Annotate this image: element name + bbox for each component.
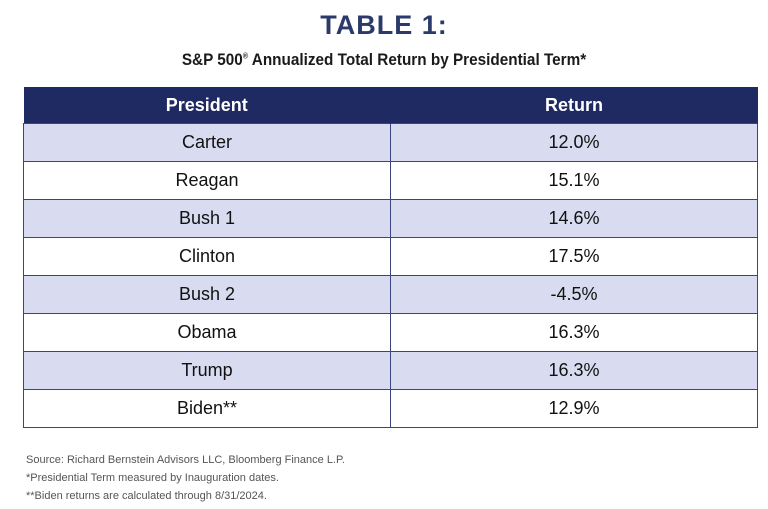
table-row: Reagan 15.1%: [23, 161, 758, 200]
president-cell: Carter: [23, 123, 391, 162]
president-cell: Obama: [23, 313, 391, 352]
table-row: Bush 1 14.6%: [23, 199, 758, 238]
return-cell: 17.5%: [390, 237, 758, 276]
source-note: Source: Richard Bernstein Advisors LLC, …: [26, 454, 345, 466]
table-row: Trump 16.3%: [23, 351, 758, 390]
president-cell: Clinton: [23, 237, 391, 276]
footnotes: Source: Richard Bernstein Advisors LLC, …: [26, 451, 345, 505]
return-cell: 16.3%: [390, 313, 758, 352]
header-president: President: [23, 87, 391, 124]
header-return: Return: [390, 87, 758, 124]
table-title: TABLE 1:: [320, 10, 448, 40]
table-subtitle: S&P 500® Annualized Total Return by Pres…: [38, 50, 729, 70]
president-cell: Reagan: [23, 161, 391, 200]
table-row: Bush 2 -4.5%: [23, 275, 758, 314]
return-cell: 12.0%: [390, 123, 758, 162]
return-cell: -4.5%: [390, 275, 758, 314]
term-note: *Presidential Term measured by Inaugurat…: [26, 472, 279, 484]
subtitle-rest: Annualized Total Return by Presidential …: [248, 50, 587, 69]
biden-note: **Biden returns are calculated through 8…: [26, 490, 267, 502]
subtitle-main: S&P 500: [181, 50, 243, 69]
returns-table: President Return Carter 12.0% Reagan 15.…: [23, 87, 758, 428]
president-cell: Bush 2: [23, 275, 391, 314]
return-cell: 14.6%: [390, 199, 758, 238]
table-row: Clinton 17.5%: [23, 237, 758, 276]
registered-mark: ®: [242, 51, 249, 61]
table-row: Carter 12.0%: [23, 123, 758, 162]
table-row: Biden** 12.9%: [23, 389, 758, 428]
return-cell: 12.9%: [390, 389, 758, 428]
table-row: Obama 16.3%: [23, 313, 758, 352]
return-cell: 16.3%: [390, 351, 758, 390]
president-cell: Biden**: [23, 389, 391, 428]
president-cell: Bush 1: [23, 199, 391, 238]
return-cell: 15.1%: [390, 161, 758, 200]
president-cell: Trump: [23, 351, 391, 390]
header-row: President Return: [23, 87, 758, 124]
